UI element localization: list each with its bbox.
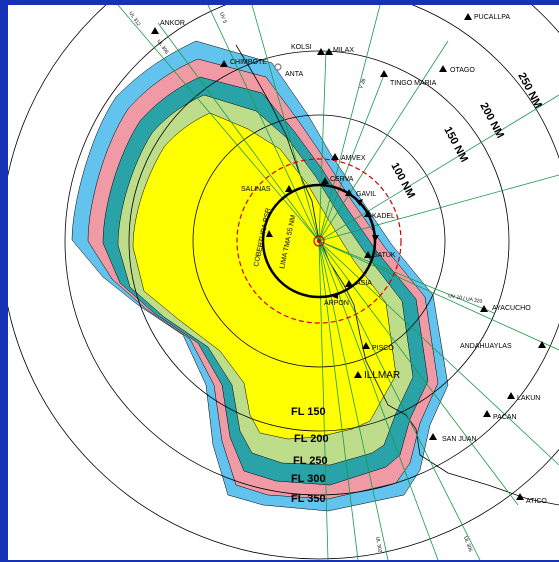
anta-marker (274, 63, 282, 71)
psr-coverage-circle (236, 158, 402, 324)
wp-gatuk: GATUK (372, 252, 396, 259)
fl-300: FL 300 (291, 473, 326, 485)
wp-pucallpa: PUCALLPA (474, 14, 510, 21)
wp-tingo-maria: TINGO MARIA (390, 80, 437, 87)
range-rings (8, 5, 559, 560)
range-200: 200 NM (477, 101, 506, 141)
coverage-zones (71, 40, 449, 512)
route-ul302: UL 302 (374, 536, 383, 553)
route-v28: V 28 (358, 78, 367, 90)
wp-illmar: ILLMAR (364, 370, 400, 381)
wp-asia: ASIA (356, 280, 372, 287)
waypoint-markers (151, 13, 546, 500)
wp-arpon: ARPON (324, 300, 349, 307)
map-canvas: ANKOR PUCALLPA KOLSI MILAX CHIMBOTE ANTA… (8, 5, 559, 560)
wp-anta: ANTA (285, 71, 303, 78)
route-ul306: UL 306 (155, 39, 169, 56)
wp-andahuaylas: ANDAHUAYLAS (460, 343, 512, 350)
range-100: 100 NM (388, 161, 417, 201)
range-labels: 100 NM 150 NM 200 NM 250 NM (388, 71, 544, 201)
wp-cerva: CERVA (330, 176, 354, 183)
range-250: 250 NM (515, 71, 544, 111)
fl-350: FL 350 (291, 493, 326, 505)
wp-ayacucho: AYACUCHO (492, 305, 531, 312)
wp-otago: OTAGO (450, 67, 475, 74)
route-lines (117, 5, 559, 560)
wp-ancor: ANKOR (160, 20, 185, 27)
coastline (235, 44, 559, 506)
route-uv5: UV 5 (218, 12, 228, 25)
fl-150: FL 150 (291, 406, 326, 418)
wp-salinas: SALINAS (241, 186, 271, 193)
route-ul305: UL 305 (462, 536, 473, 553)
fl-250: FL 250 (293, 455, 328, 467)
route-uv10: UV 10 / UA 320 (448, 293, 483, 305)
fl-200: FL 200 (294, 433, 329, 445)
range-150: 150 NM (441, 125, 470, 165)
wp-atico: ATICO (526, 498, 547, 505)
coverage-fl150 (132, 112, 397, 440)
waypoint-labels: ANKOR PUCALLPA KOLSI MILAX CHIMBOTE ANTA… (160, 14, 547, 505)
wp-amvex: AMVEX (341, 155, 366, 162)
wp-pacan: PACAN (493, 414, 517, 421)
wp-kadel: KADEL (372, 213, 395, 220)
wp-chimbote: CHIMBOTE (230, 59, 267, 66)
wp-gavil: GAVIL (356, 191, 376, 198)
tma-arrows (266, 199, 379, 299)
wp-san-juan: SAN JUAN (442, 436, 477, 443)
wp-milax: MILAX (333, 47, 354, 54)
flight-level-labels: FL 150 FL 200 FL 250 FL 300 FL 350 (291, 406, 329, 505)
radar-coverage-map: ANKOR PUCALLPA KOLSI MILAX CHIMBOTE ANTA… (8, 5, 559, 560)
airport-marker (313, 235, 325, 247)
wp-pisco: PISCO (372, 345, 394, 352)
wp-lakun: LAKUN (517, 395, 540, 402)
wp-kolsi: KOLSI (291, 44, 312, 51)
